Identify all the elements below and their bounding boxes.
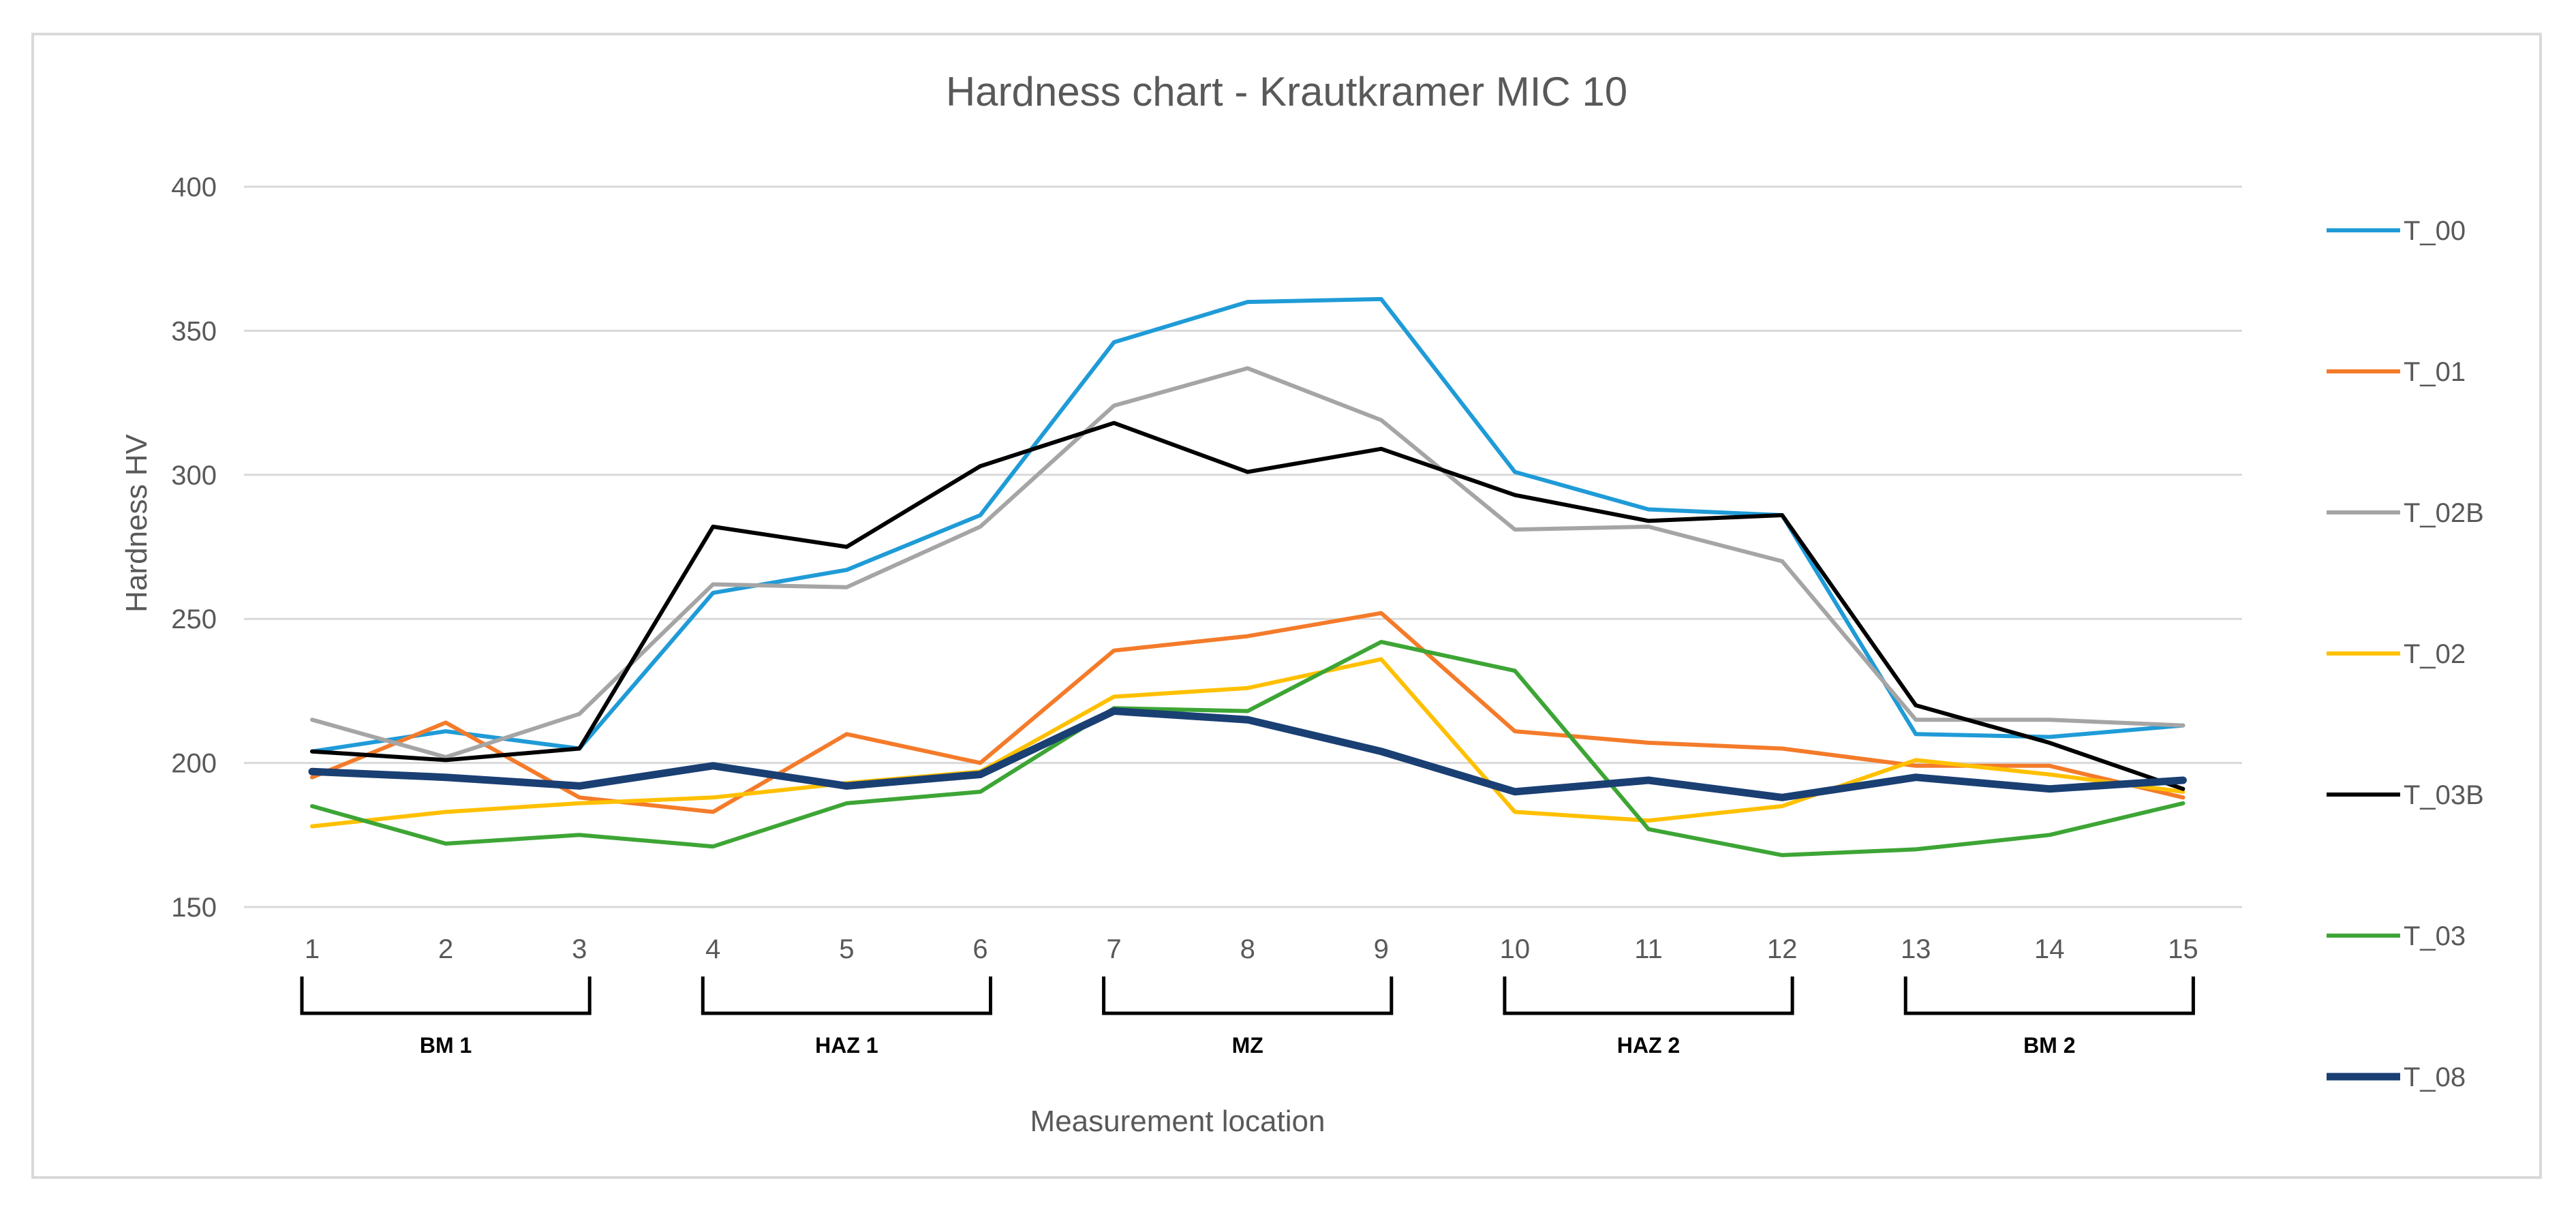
y-tick-label-350: 350 — [171, 316, 217, 346]
x-tick-label-3: 3 — [572, 934, 587, 964]
x-tick-label-6: 6 — [972, 934, 987, 964]
group-bracket-haz-1 — [701, 976, 992, 1015]
x-tick-label-15: 15 — [2168, 934, 2198, 964]
x-tick-label-14: 14 — [2034, 934, 2065, 964]
series-lines — [308, 296, 2187, 857]
group-bracket-haz-2 — [1503, 976, 1794, 1015]
x-tick-label-2: 2 — [438, 934, 453, 964]
legend-label-t_08: T_08 — [2404, 1062, 2466, 1092]
y-tick-label-300: 300 — [171, 461, 217, 491]
legend-label-t_02b: T_02B — [2404, 498, 2484, 528]
legend-label-t_02: T_02 — [2404, 639, 2466, 669]
y-tick-label-250: 250 — [171, 604, 217, 634]
series-line-t_03 — [310, 640, 2186, 857]
x-tick-label-8: 8 — [1240, 934, 1255, 964]
gridlines — [244, 185, 2242, 908]
legend-label-t_03b: T_03B — [2404, 780, 2484, 810]
chart-frame — [31, 33, 2542, 1179]
group-bracket-bm-2 — [1903, 976, 2195, 1015]
group-label-haz-2: HAZ 2 — [1617, 1033, 1680, 1058]
group-label-bm-1: BM 1 — [420, 1033, 472, 1058]
legend-label-t_00: T_00 — [2404, 216, 2466, 246]
chart-title: Hardness chart - Krautkramer MIC 10 — [946, 69, 1627, 114]
x-axis-label: Measurement location — [1030, 1105, 1325, 1138]
x-tick-label-1: 1 — [305, 934, 320, 964]
x-tick-label-7: 7 — [1106, 934, 1121, 964]
y-tick-label-150: 150 — [171, 893, 217, 923]
legend: T_00 T_01 T_02B T_02 T_03B T_03 T_08 — [2327, 216, 2484, 1092]
group-label-haz-1: HAZ 1 — [815, 1033, 878, 1058]
series-line-t_00 — [310, 296, 2186, 754]
legend-label-t_01: T_01 — [2404, 357, 2466, 387]
y-axis-ticks: 150 200 250 300 350 400 — [171, 172, 217, 923]
group-bracket-mz — [1102, 976, 1394, 1015]
group-bracket-bm-1 — [300, 976, 592, 1015]
y-tick-label-400: 400 — [171, 172, 217, 202]
x-tick-label-13: 13 — [1901, 934, 1931, 964]
x-tick-label-5: 5 — [839, 934, 854, 964]
location-groups: BM 1 HAZ 1 MZ HAZ 2 BM 2 — [300, 976, 2195, 1058]
x-tick-label-9: 9 — [1374, 934, 1389, 964]
x-tick-label-10: 10 — [1500, 934, 1531, 964]
group-label-mz: MZ — [1232, 1033, 1263, 1058]
series-line-t_03b — [310, 420, 2186, 791]
x-tick-label-4: 4 — [705, 934, 720, 964]
y-tick-label-200: 200 — [171, 749, 217, 779]
y-axis-label: Hardness HV — [120, 434, 153, 613]
series-line-t_08 — [308, 707, 2187, 801]
x-tick-label-12: 12 — [1767, 934, 1798, 964]
series-line-t_02b — [310, 366, 2186, 760]
x-tick-label-11: 11 — [1634, 934, 1663, 964]
legend-label-t_03: T_03 — [2404, 921, 2466, 951]
group-label-bm-2: BM 2 — [2023, 1033, 2075, 1058]
x-axis-ticks: 1 2 3 4 5 6 7 8 9 10 11 12 13 14 15 — [305, 934, 2198, 964]
series-line-t_02 — [310, 657, 2186, 829]
